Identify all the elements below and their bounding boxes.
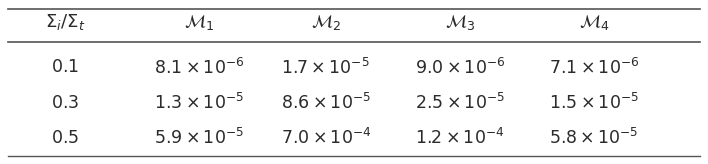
Text: $1.2\times10^{-4}$: $1.2\times10^{-4}$ xyxy=(415,128,505,148)
Text: $1.3\times10^{-5}$: $1.3\times10^{-5}$ xyxy=(154,93,244,113)
Text: $8.6\times10^{-5}$: $8.6\times10^{-5}$ xyxy=(281,93,371,113)
Text: $1.7\times10^{-5}$: $1.7\times10^{-5}$ xyxy=(282,57,370,78)
Text: $\Sigma_i/\Sigma_t$: $\Sigma_i/\Sigma_t$ xyxy=(45,12,85,32)
Text: $0.3$: $0.3$ xyxy=(51,94,79,112)
Text: $\mathcal{M}_1$: $\mathcal{M}_1$ xyxy=(184,13,214,32)
Text: $0.5$: $0.5$ xyxy=(51,129,79,147)
Text: $\mathcal{M}_2$: $\mathcal{M}_2$ xyxy=(311,13,341,32)
Text: $\mathcal{M}_3$: $\mathcal{M}_3$ xyxy=(445,13,475,32)
Text: $2.5\times10^{-5}$: $2.5\times10^{-5}$ xyxy=(415,93,505,113)
Text: $9.0\times10^{-6}$: $9.0\times10^{-6}$ xyxy=(415,57,505,78)
Text: $\mathcal{M}_4$: $\mathcal{M}_4$ xyxy=(578,13,609,32)
Text: $5.9\times10^{-5}$: $5.9\times10^{-5}$ xyxy=(154,128,244,148)
Text: $8.1\times10^{-6}$: $8.1\times10^{-6}$ xyxy=(154,57,244,78)
Text: $1.5\times10^{-5}$: $1.5\times10^{-5}$ xyxy=(549,93,639,113)
Text: $7.0\times10^{-4}$: $7.0\times10^{-4}$ xyxy=(280,128,371,148)
Text: $5.8\times10^{-5}$: $5.8\times10^{-5}$ xyxy=(549,128,639,148)
Text: $0.1$: $0.1$ xyxy=(51,59,79,76)
Text: $7.1\times10^{-6}$: $7.1\times10^{-6}$ xyxy=(549,57,639,78)
